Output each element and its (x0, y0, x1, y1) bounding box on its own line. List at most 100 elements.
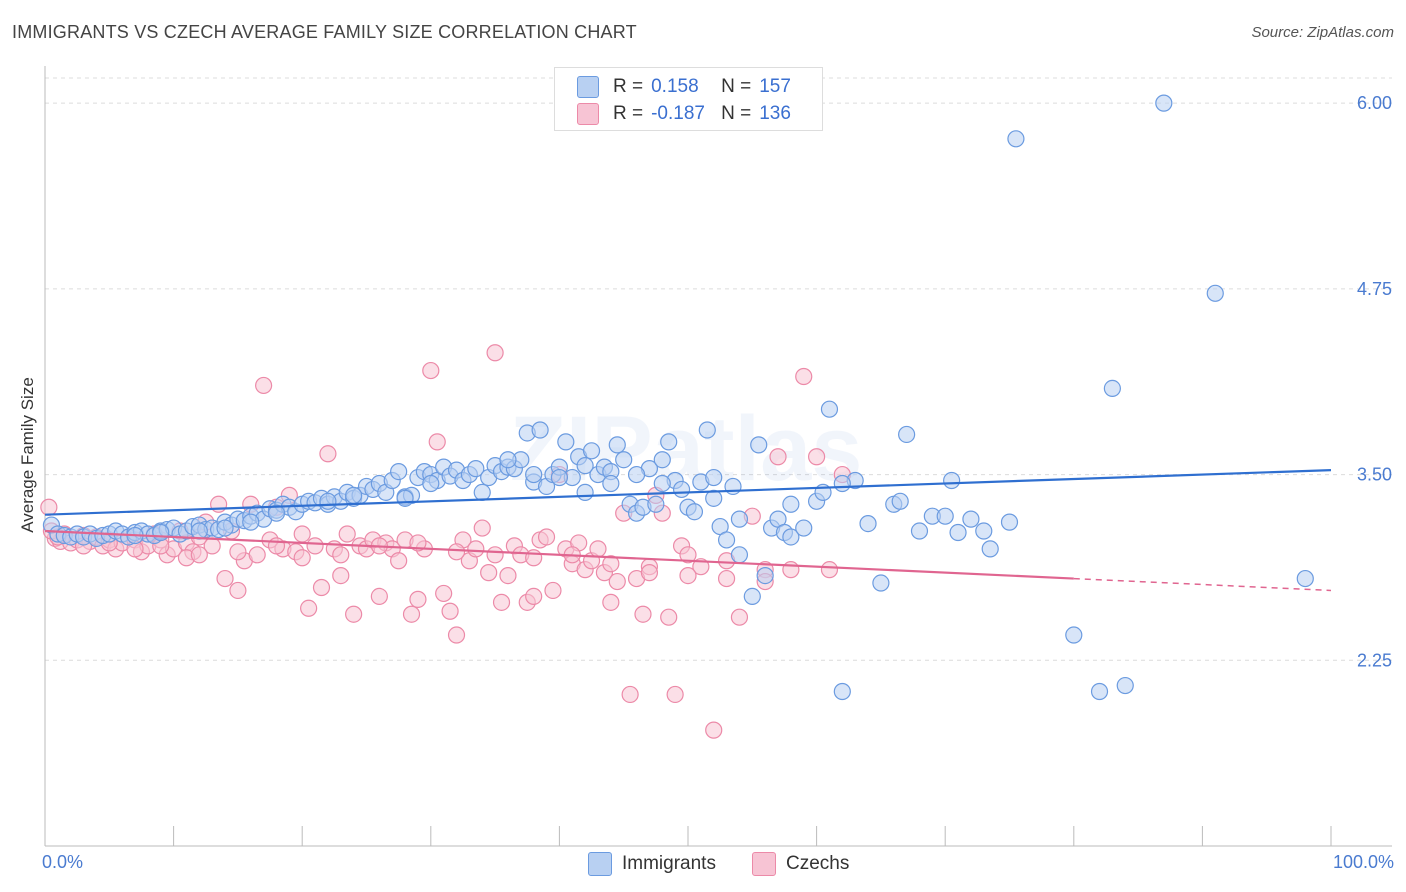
czechs-point (435, 584, 453, 603)
czechs-point (306, 537, 324, 555)
czechs-point (390, 552, 408, 570)
y-tick-label: 6.00 (1357, 93, 1392, 113)
czechs-point (428, 433, 446, 451)
czechs-point (608, 572, 626, 591)
czechs-point (660, 608, 678, 626)
immigrants-point (608, 436, 626, 454)
czechs-point (795, 367, 813, 386)
czechs-point (679, 546, 697, 564)
czechs-point (499, 566, 517, 585)
immigrants-point (582, 442, 601, 460)
series-legend: Immigrants Czechs (588, 852, 885, 876)
immigrants-point (750, 436, 768, 454)
immigrants-point (525, 465, 543, 484)
immigrants-point (685, 503, 704, 521)
czechs-point (705, 721, 723, 739)
czechs-point (248, 546, 266, 564)
czechs-point (525, 549, 543, 567)
immigrants-point (672, 480, 691, 499)
czechs-point (332, 566, 350, 585)
czechs-point (319, 445, 337, 463)
czechs-point (602, 555, 620, 573)
immigrants-point (152, 523, 170, 542)
czechs-point (447, 626, 466, 644)
immigrants-r-value: 0.158 (651, 76, 699, 97)
czechs-r-value: -0.187 (651, 103, 705, 124)
immigrants-point (820, 400, 839, 418)
immigrants-point (653, 474, 671, 493)
czechs-point (807, 448, 826, 466)
immigrants-point (756, 566, 774, 585)
y-tick-label: 3.50 (1357, 465, 1392, 485)
czechs-legend-swatch (751, 852, 776, 876)
immigrants-point (422, 474, 440, 493)
immigrants-point (499, 451, 517, 469)
immigrants-point (795, 519, 813, 537)
immigrants-point (1296, 569, 1314, 588)
immigrants-point (730, 510, 749, 528)
czechs-point (692, 558, 710, 576)
y-tick-label: 4.75 (1357, 279, 1392, 299)
legend-item-immigrants[interactable]: Immigrants (588, 852, 716, 876)
czechs-point (293, 549, 311, 567)
immigrants-point (653, 451, 671, 469)
immigrants-point (717, 531, 736, 549)
legend-item-czechs[interactable]: Czechs (751, 852, 849, 876)
immigrants-point (647, 495, 665, 513)
czechs-point (229, 543, 247, 561)
immigrants-point (602, 474, 620, 493)
czechs-swatch (577, 103, 599, 125)
immigrants-point (473, 483, 491, 501)
immigrants-point (943, 471, 961, 490)
immigrants-point (981, 540, 999, 558)
chart-source: Source: ZipAtlas.com (1251, 24, 1394, 41)
immigrants-point (949, 523, 967, 542)
stats-legend: R = 0.158 N = 157 R = -0.187 N = 136 (554, 67, 823, 131)
czechs-point (492, 593, 511, 611)
immigrants-point (467, 460, 485, 478)
legend-row-immigrants: R = 0.158 N = 157 (577, 75, 791, 99)
trend-lines (44, 469, 1332, 592)
immigrants-point (242, 513, 260, 531)
immigrants-point (190, 522, 208, 540)
czechs-point (409, 590, 427, 608)
czechs-point (332, 546, 350, 564)
czechs-point (679, 566, 697, 585)
czechs-point (486, 344, 504, 362)
czechs-trend-line (44, 529, 1074, 580)
czechs-point (441, 602, 459, 620)
immigrants-legend-label: Immigrants (622, 853, 716, 874)
n-key: N = (721, 76, 752, 97)
y-tick-label: 2.25 (1357, 650, 1392, 670)
immigrants-point (705, 468, 723, 487)
czechs-point (589, 540, 607, 558)
immigrants-point (345, 486, 363, 504)
chart-title: IMMIGRANTS VS CZECH AVERAGE FAMILY SIZE … (12, 22, 637, 42)
immigrants-point (782, 528, 800, 546)
czechs-point (300, 599, 318, 617)
immigrants-point (216, 519, 234, 537)
czechs-point (216, 569, 234, 588)
czechs-point (345, 605, 363, 623)
immigrants-point (782, 495, 800, 513)
immigrants-point (1000, 513, 1019, 531)
immigrants-point (267, 504, 286, 522)
czechs-point (467, 540, 485, 558)
czechs-point (486, 546, 504, 564)
immigrants-point (396, 489, 414, 507)
x-tick-label-min: 0.0% (42, 852, 84, 872)
immigrants-point (891, 492, 909, 510)
immigrants-point (627, 465, 646, 484)
czechs-point (769, 448, 787, 466)
immigrants-point (730, 546, 749, 564)
immigrants-point (576, 457, 594, 475)
immigrants-point (705, 489, 723, 507)
czechs-point (312, 578, 331, 597)
czechs-point (820, 561, 839, 579)
immigrants-point (576, 483, 594, 501)
czechs-point (640, 564, 659, 582)
czechs-point (190, 546, 208, 564)
immigrants-point (833, 682, 851, 701)
czechs-point (621, 685, 639, 704)
